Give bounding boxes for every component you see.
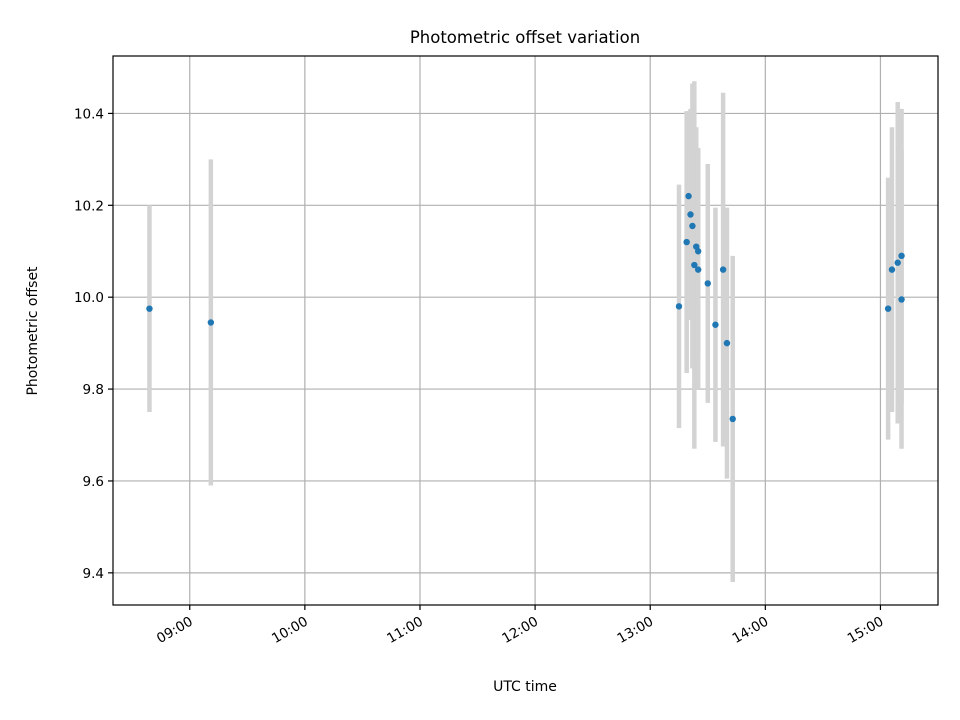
data-point xyxy=(704,280,711,287)
y-tick-label: 10.2 xyxy=(74,198,104,214)
x-tick-label: 12:00 xyxy=(499,614,541,647)
data-point xyxy=(683,238,690,246)
plot-frame xyxy=(112,55,939,606)
x-tick-label: 13:00 xyxy=(615,614,657,647)
y-tick-label: 10.4 xyxy=(74,106,104,122)
data-point xyxy=(675,303,683,310)
y-tick-label: 9.6 xyxy=(83,474,104,490)
data-point xyxy=(712,321,719,328)
data-point xyxy=(884,305,892,312)
data-point xyxy=(888,266,896,273)
data-point xyxy=(898,296,905,303)
data-point xyxy=(146,305,153,312)
data-point xyxy=(723,339,731,347)
data-point xyxy=(898,252,905,260)
x-tick-label: 10:00 xyxy=(269,614,311,647)
data-point xyxy=(687,211,694,218)
data-point xyxy=(694,266,702,273)
y-tick-label: 9.4 xyxy=(83,566,104,582)
data-point xyxy=(207,319,215,326)
x-tick-label: 11:00 xyxy=(384,614,426,647)
data-point xyxy=(894,259,901,266)
data-point xyxy=(719,266,727,273)
data-point xyxy=(729,415,736,423)
point-layer xyxy=(146,192,905,423)
data-point xyxy=(694,248,702,255)
x-tick-label: 15:00 xyxy=(845,614,887,647)
y-axis-label: Photometric offset xyxy=(25,266,41,396)
y-tick-label: 9.8 xyxy=(83,382,104,398)
data-point xyxy=(691,261,698,269)
x-axis-label: UTC time xyxy=(493,679,557,695)
x-tick-label: 09:00 xyxy=(154,614,196,647)
data-point xyxy=(685,192,692,200)
errorbar-layer xyxy=(147,81,904,583)
y-tick-label: 10.0 xyxy=(74,290,104,306)
x-tick-label: 14:00 xyxy=(730,614,772,647)
tick-layer: 09:00 10:00 11:00 12:00 13:00 14:00 15:00 9.4 9.… xyxy=(74,106,887,646)
grid-layer xyxy=(113,56,938,605)
chart-title: Photometric offset variation xyxy=(410,28,640,47)
data-point xyxy=(689,222,696,230)
